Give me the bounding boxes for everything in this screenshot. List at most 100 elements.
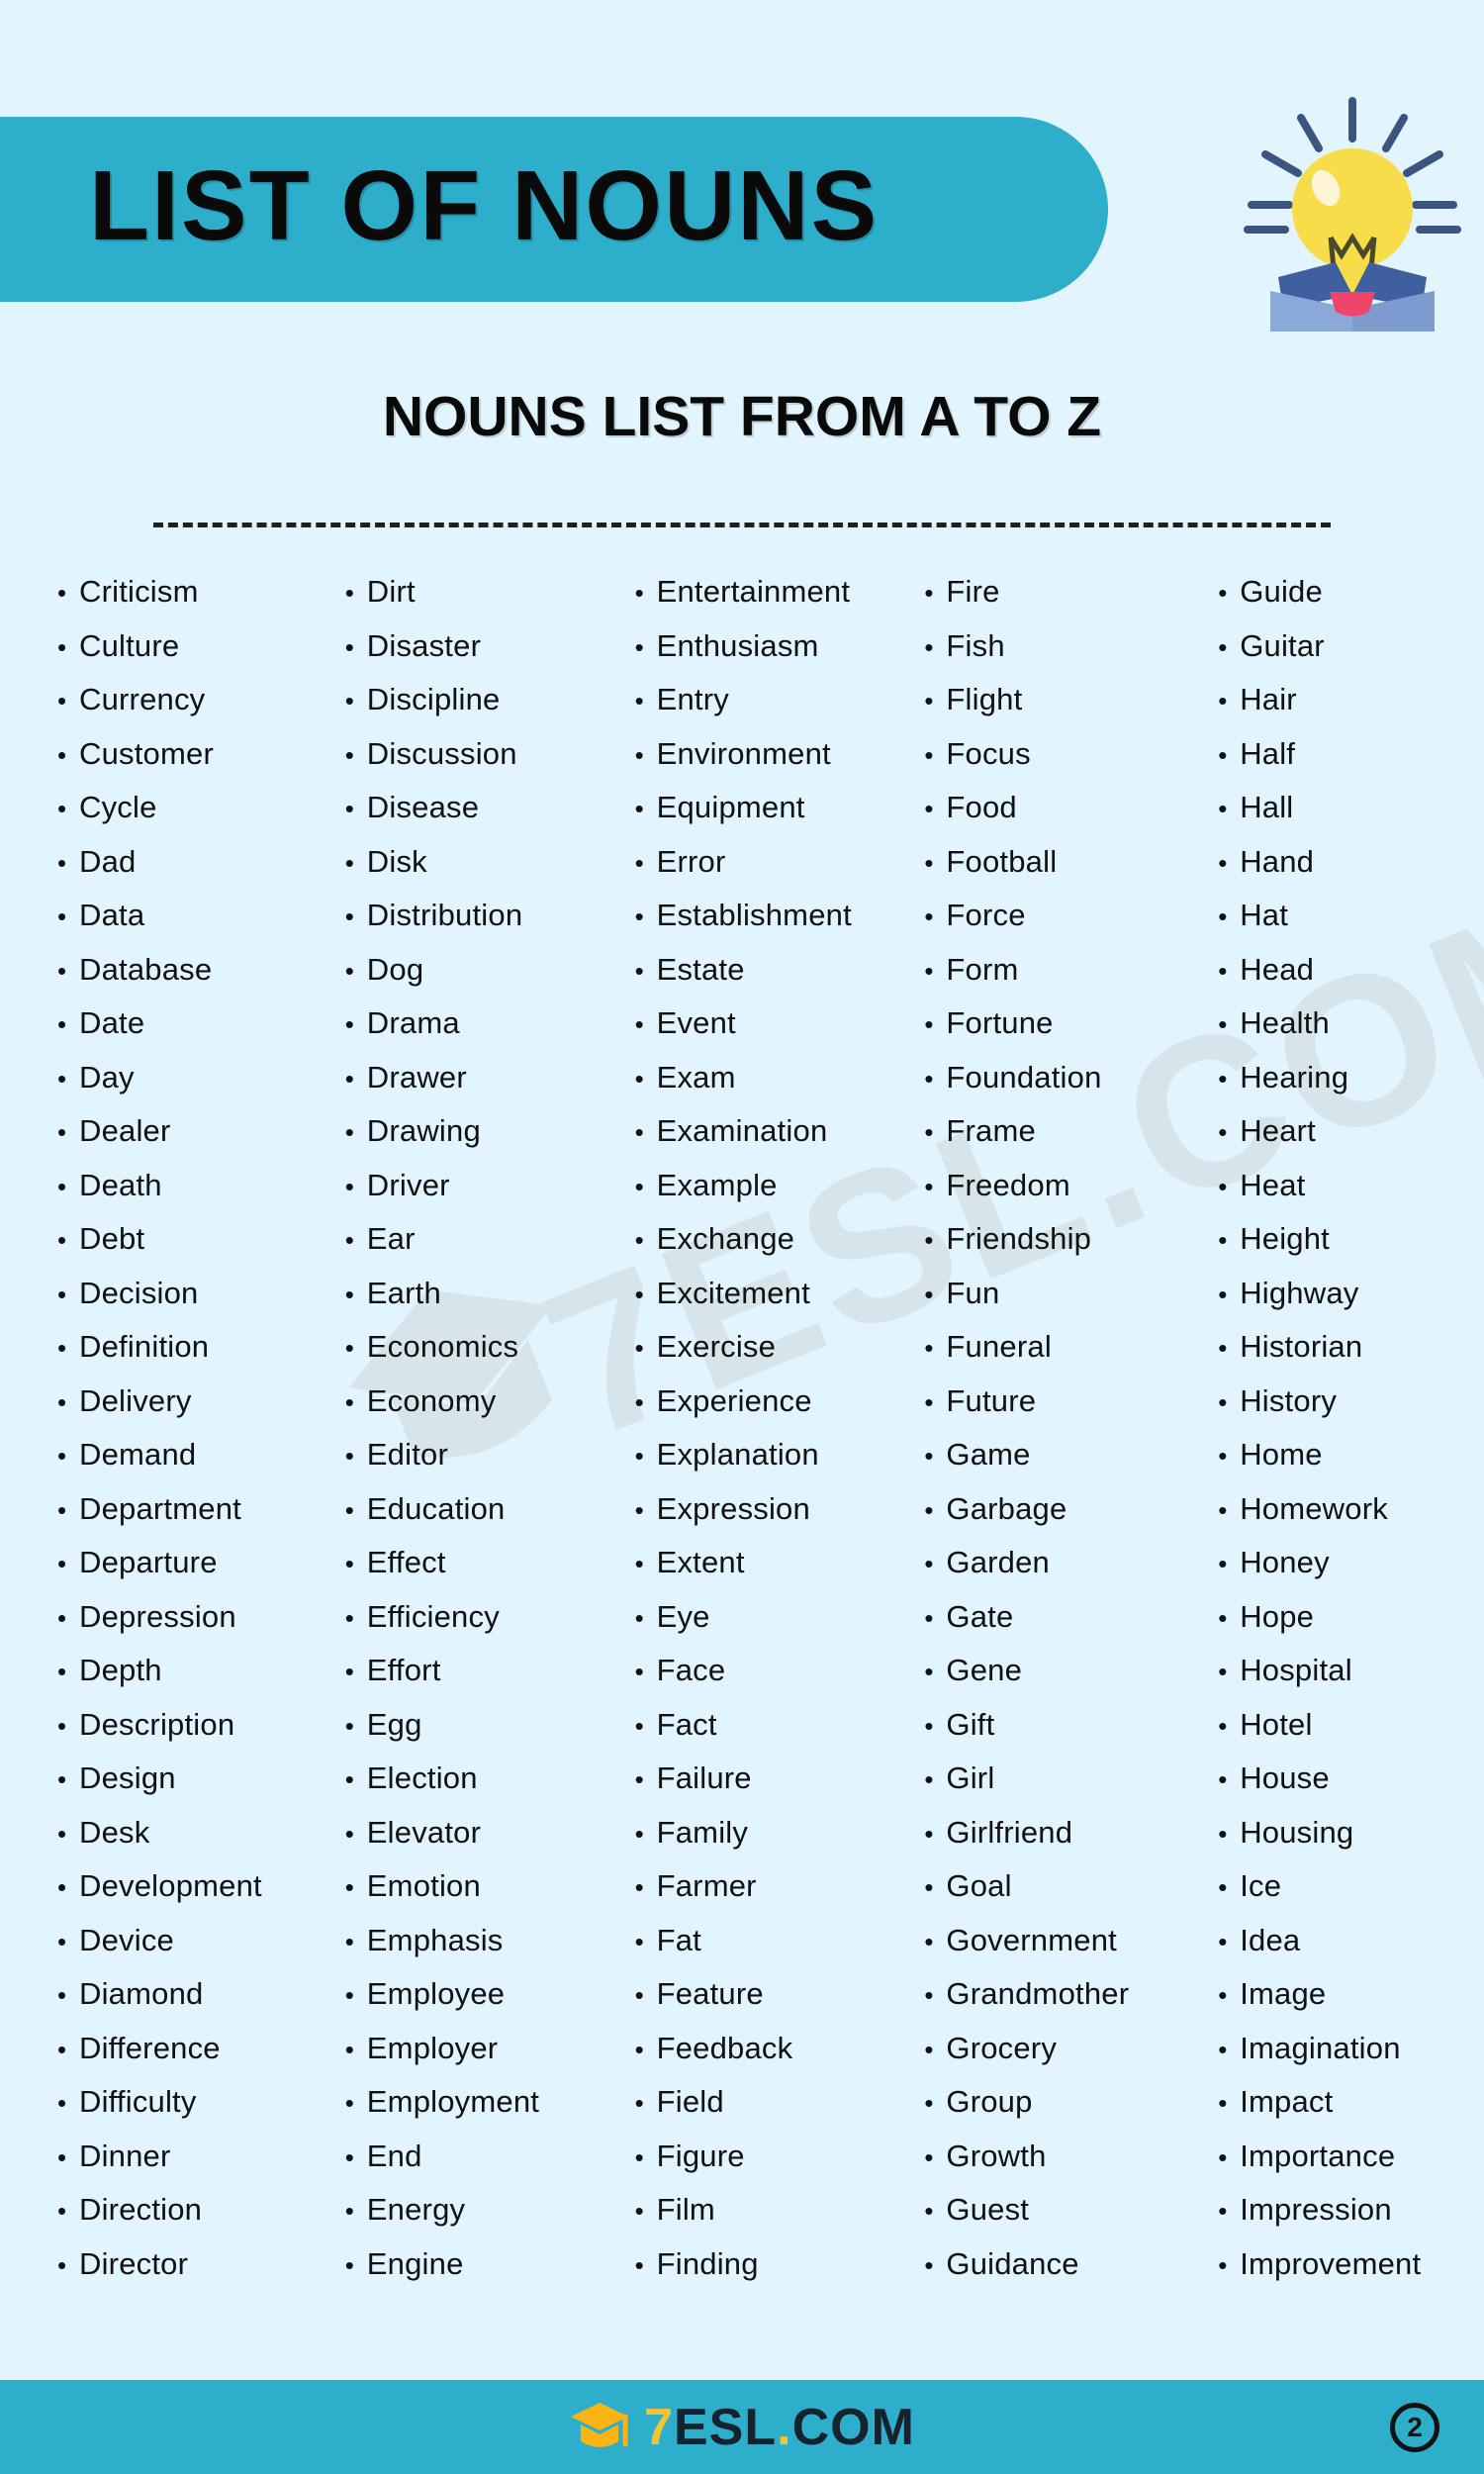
noun-list-item: • Home (1218, 1437, 1484, 1491)
noun-list-item: • Food (924, 790, 1190, 844)
bullet-icon: • (344, 1225, 355, 1255)
bullet-icon: • (344, 1494, 355, 1525)
noun-label: Design (79, 1760, 176, 1795)
noun-label: Government (946, 1922, 1117, 1957)
dashed-divider (153, 523, 1331, 527)
noun-label: Example (656, 1167, 778, 1202)
bullet-icon: • (344, 1117, 355, 1147)
bullet-icon: • (924, 1063, 934, 1094)
noun-list-item: • Football (924, 844, 1190, 899)
bullet-icon: • (634, 2196, 644, 2226)
noun-label: Exercise (656, 1329, 777, 1364)
noun-label: Disaster (366, 627, 482, 663)
noun-list-item: • Fat (635, 1923, 901, 1977)
bullet-icon: • (634, 1171, 644, 1201)
noun-label: Freedom (946, 1167, 1070, 1202)
noun-list-item: • Extent (635, 1545, 901, 1599)
noun-label: Election (366, 1760, 478, 1795)
noun-list-item: • Image (1218, 1976, 1484, 2031)
site-logo[interactable]: 7ESL.COM (569, 2397, 915, 2458)
noun-column-1: • Criticism • Culture • Currency • Customer • Cyc… (0, 574, 324, 2345)
noun-label: Employment (366, 2084, 540, 2119)
noun-label: Criticism (79, 574, 199, 609)
bullet-icon: • (57, 1602, 67, 1633)
noun-label: Head (1240, 951, 1315, 987)
bullet-icon: • (634, 686, 644, 715)
noun-label: Eye (656, 1598, 710, 1634)
bullet-icon: • (924, 2249, 934, 2280)
noun-list-item: • Gift (924, 1707, 1190, 1761)
bullet-icon: • (1218, 739, 1228, 770)
noun-list-item: • Experience (635, 1383, 901, 1438)
noun-column-3: • Entertainment • Enthusiasm • Entry • Environm… (611, 574, 901, 2345)
noun-label: Decision (79, 1275, 199, 1310)
bullet-icon: • (344, 1171, 355, 1201)
noun-list-item: • Engine (345, 2246, 611, 2301)
bullet-icon: • (924, 1225, 934, 1255)
noun-label: Frame (946, 1113, 1036, 1148)
noun-label: Efficiency (366, 1598, 500, 1634)
noun-list-item: • Honey (1218, 1545, 1484, 1599)
noun-list-item: • Health (1218, 1005, 1484, 1060)
bullet-icon: • (1218, 794, 1228, 823)
noun-list-item: • Fire (924, 574, 1190, 628)
logo-esl: ESL (674, 2398, 778, 2456)
bullet-icon: • (57, 847, 67, 878)
noun-list-item: • Difficulty (57, 2084, 324, 2139)
bullet-icon: • (344, 1926, 355, 1956)
noun-label: Gene (946, 1653, 1023, 1687)
bullet-icon: • (634, 1494, 644, 1525)
noun-label: Examination (656, 1113, 828, 1148)
bullet-icon: • (924, 1657, 934, 1686)
noun-label: Earth (366, 1275, 441, 1310)
noun-label: Diamond (79, 1976, 204, 2011)
bullet-icon: • (57, 1926, 67, 1956)
noun-list-item: • Guide (1218, 574, 1484, 628)
bullet-icon: • (1218, 1386, 1228, 1417)
noun-label: Hearing (1240, 1059, 1349, 1094)
bullet-icon: • (344, 1710, 355, 1741)
noun-list-item: • Hearing (1218, 1060, 1484, 1114)
noun-label: Discussion (366, 735, 517, 771)
bullet-icon: • (57, 902, 67, 931)
noun-label: Half (1240, 735, 1296, 771)
logo-com: COM (791, 2398, 915, 2456)
noun-label: Goal (946, 1868, 1012, 1903)
noun-label: Excitement (656, 1275, 810, 1310)
bullet-icon: • (57, 1171, 67, 1201)
bullet-icon: • (344, 1818, 355, 1849)
noun-list-item: • Excitement (635, 1276, 901, 1330)
noun-label: Culture (79, 627, 180, 663)
noun-label: Housing (1240, 1814, 1354, 1850)
bullet-icon: • (634, 1602, 644, 1633)
bullet-icon: • (1218, 1333, 1228, 1363)
noun-list-item: • Fact (635, 1707, 901, 1761)
noun-label: Homework (1240, 1490, 1388, 1526)
noun-list-item: • Idea (1218, 1923, 1484, 1977)
noun-list-item: • Election (345, 1760, 611, 1815)
noun-list-item: • Employer (345, 2031, 611, 2085)
noun-list-item: • Effect (345, 1545, 611, 1599)
bullet-icon: • (924, 1279, 934, 1309)
noun-list-item: • Finding (635, 2246, 901, 2301)
noun-list-item: • Department (57, 1491, 324, 1546)
bullet-icon: • (634, 2088, 644, 2118)
bullet-icon: • (344, 1279, 355, 1309)
bullet-icon: • (344, 2034, 355, 2064)
noun-list-item: • Feedback (635, 2031, 901, 2085)
bullet-icon: • (1218, 2088, 1228, 2118)
noun-label: Fat (656, 1922, 701, 1957)
noun-list-item: • Device (57, 1923, 324, 1977)
noun-label: Football (946, 843, 1058, 879)
bullet-icon: • (924, 578, 934, 608)
noun-list-item: • History (1218, 1383, 1484, 1438)
noun-list-item: • Equipment (635, 790, 901, 844)
noun-list-item: • Farmer (635, 1868, 901, 1923)
noun-list-item: • Demand (57, 1437, 324, 1491)
noun-list-item: • Entry (635, 682, 901, 736)
bullet-icon: • (1218, 902, 1228, 931)
bullet-icon: • (924, 739, 934, 770)
lightbulb-in-box-icon (1244, 97, 1461, 332)
noun-list-item: • Discipline (345, 682, 611, 736)
noun-label: Historian (1240, 1329, 1363, 1364)
